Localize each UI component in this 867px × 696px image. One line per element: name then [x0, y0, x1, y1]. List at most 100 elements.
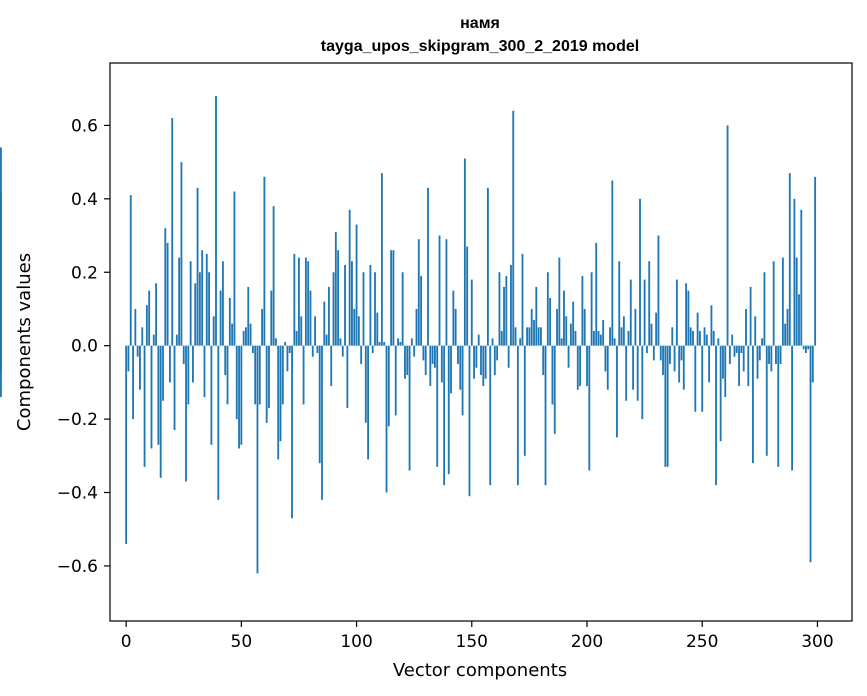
bar-110 [378, 342, 381, 346]
bar-243 [685, 283, 688, 346]
bar-185 [551, 345, 554, 405]
bar-105 [367, 345, 370, 460]
bar-44 [226, 345, 229, 405]
bar-164 [503, 286, 505, 346]
bar-143 [454, 308, 457, 346]
bar-167 [510, 264, 512, 346]
chart-title: намя [460, 15, 500, 32]
bar-39 [215, 96, 217, 346]
bar-146 [461, 345, 464, 416]
bar-274 [756, 345, 759, 379]
bar-34 [203, 345, 206, 398]
bar-48 [235, 345, 238, 420]
bar-136 [438, 235, 441, 346]
bar-25 [182, 345, 185, 365]
bar-18 [166, 242, 169, 346]
bar-83 [316, 345, 319, 354]
bar-193 [569, 323, 572, 346]
bar-284 [779, 345, 782, 365]
bar-116 [392, 250, 395, 346]
bar-176 [530, 308, 533, 346]
bar-295 [804, 345, 807, 354]
bar-171 [519, 338, 522, 346]
bar-220 [632, 345, 635, 390]
x-tick-label: 50 [231, 632, 253, 652]
bar-291 [795, 257, 798, 346]
bar-106 [369, 264, 372, 346]
bar-46 [231, 323, 234, 346]
bar-252 [705, 334, 708, 346]
bar-107 [371, 345, 374, 354]
bar-178 [535, 286, 538, 346]
bar-231 [657, 235, 660, 346]
bar-200 [586, 345, 588, 387]
bar-26 [185, 345, 187, 482]
bar-299 [814, 176, 817, 346]
bar-42 [221, 261, 224, 346]
bar-289 [791, 345, 794, 471]
bar-19 [168, 345, 171, 383]
bar-21 [173, 345, 176, 431]
bar-23 [178, 257, 181, 346]
bar-166 [507, 345, 510, 368]
bar-1 [127, 345, 130, 372]
bar-72 [291, 345, 293, 519]
bar-249 [698, 330, 701, 346]
bar-30 [194, 283, 197, 346]
bar-63 [270, 290, 273, 346]
bar-194 [572, 301, 575, 346]
bar-140 [447, 345, 450, 475]
bar-203 [592, 330, 595, 346]
bar-90 [332, 272, 335, 346]
bar-41 [219, 290, 222, 346]
bar-208 [604, 345, 607, 372]
bar-158 [489, 345, 492, 486]
bar-271 [749, 286, 752, 346]
bar-undefined [0, 345, 2, 368]
bar-79 [307, 261, 310, 346]
y-tick-label: 0.4 [71, 190, 98, 210]
bar-92 [337, 250, 340, 346]
bar-161 [496, 345, 499, 361]
bar-204 [595, 242, 598, 346]
bar-16 [162, 345, 164, 401]
bar-71 [288, 345, 291, 354]
bar-17 [164, 228, 167, 346]
bar-76 [300, 316, 303, 346]
bar-286 [784, 323, 787, 346]
bar-142 [452, 290, 455, 346]
bar-269 [745, 308, 747, 346]
bar-285 [781, 257, 784, 346]
bar-241 [680, 345, 683, 361]
bar-222 [636, 345, 639, 401]
bar-254 [710, 305, 713, 346]
bar-263 [731, 334, 734, 346]
bar-111 [380, 173, 383, 346]
bar-98 [351, 261, 353, 346]
bar-256 [715, 345, 717, 486]
bar-183 [546, 272, 549, 346]
bar-283 [777, 345, 780, 467]
bar-40 [217, 345, 220, 500]
bar-49 [238, 345, 240, 449]
bar-191 [565, 316, 568, 346]
bar-138 [443, 345, 446, 486]
bar-272 [751, 345, 754, 464]
bar-33 [201, 250, 204, 346]
bar-282 [775, 345, 777, 365]
bar-134 [433, 345, 436, 368]
bar-52 [245, 327, 247, 346]
bar-173 [523, 345, 526, 456]
bar-265 [735, 345, 738, 354]
bar-61 [265, 345, 268, 423]
bar-109 [376, 312, 379, 346]
bar-172 [521, 253, 524, 346]
bar-288 [788, 173, 791, 346]
bar-51 [242, 330, 245, 346]
bar-182 [544, 345, 547, 486]
bar-160 [493, 345, 496, 376]
bar-undefined [0, 283, 2, 346]
bar-95 [344, 264, 346, 346]
bar-6 [139, 345, 141, 390]
